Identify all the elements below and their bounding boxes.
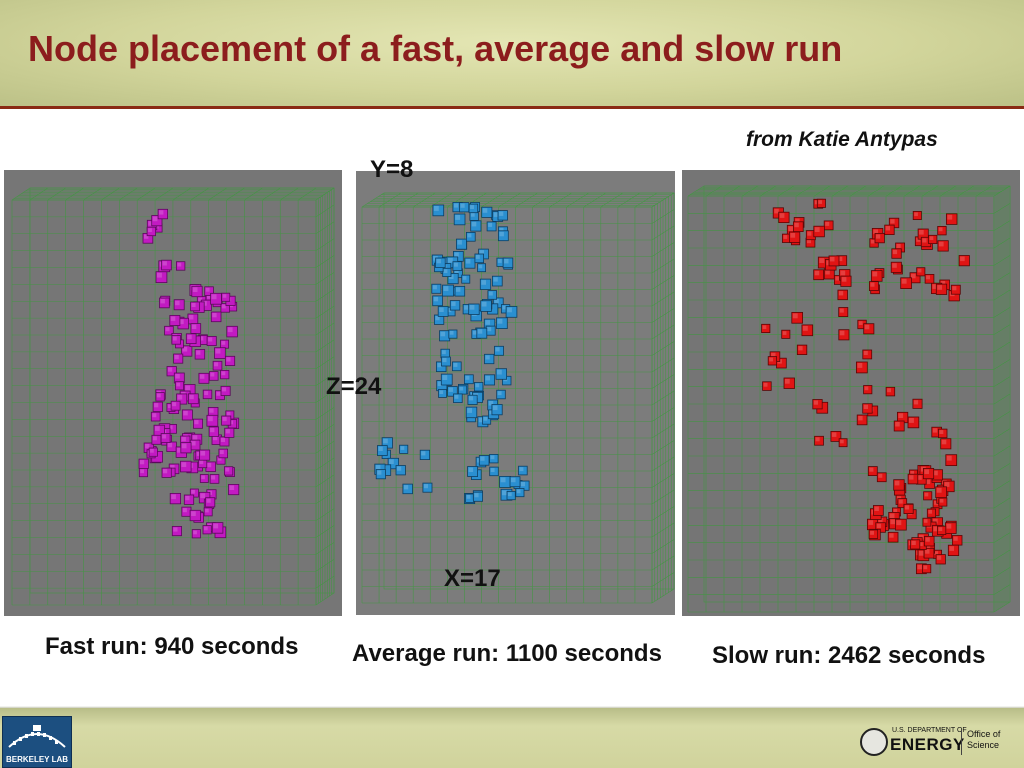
berkeley-lab-logo: BERKELEY LAB: [2, 716, 72, 768]
credit-text: from Katie Antypas: [746, 128, 938, 151]
slow-run-caption: Slow run: 2462 seconds: [712, 642, 986, 669]
slow-run-panel: [682, 170, 1020, 616]
slide-title: Node placement of a fast, average and sl…: [28, 28, 843, 69]
doe-office-of-science-logo: U.S. DEPARTMENT OF ENERGY Office of Scie…: [860, 725, 1010, 761]
fast-run-node-grid: [4, 170, 342, 616]
slow-run-node-grid: [682, 170, 1020, 616]
doe-office-line-2: Science: [967, 740, 1000, 750]
doe-office-line-1: Office of: [967, 729, 1001, 739]
slide-header: [0, 0, 1024, 106]
doe-department-text: U.S. DEPARTMENT OF: [892, 727, 967, 734]
fast-run-panel: [4, 170, 342, 616]
header-rule: [0, 106, 1024, 109]
average-run-node-grid: [356, 171, 675, 615]
doe-seal-icon: [860, 728, 888, 756]
fast-run-caption: Fast run: 940 seconds: [45, 633, 299, 660]
x-dimension-label: X=17: [444, 565, 501, 592]
z-dimension-label: Z=24: [326, 373, 382, 400]
berkeley-lab-logo-text: BERKELEY LAB: [5, 755, 69, 764]
doe-energy-text: ENERGY: [890, 735, 965, 754]
average-run-panel: [356, 171, 675, 615]
average-run-caption: Average run: 1100 seconds: [352, 640, 662, 667]
doe-office-text: Office of Science: [967, 729, 1000, 751]
slide-footer: [0, 708, 1024, 768]
y-dimension-label: Y=8: [370, 156, 414, 183]
doe-divider: [961, 729, 962, 755]
berkeley-lab-building-icon: [8, 725, 66, 748]
